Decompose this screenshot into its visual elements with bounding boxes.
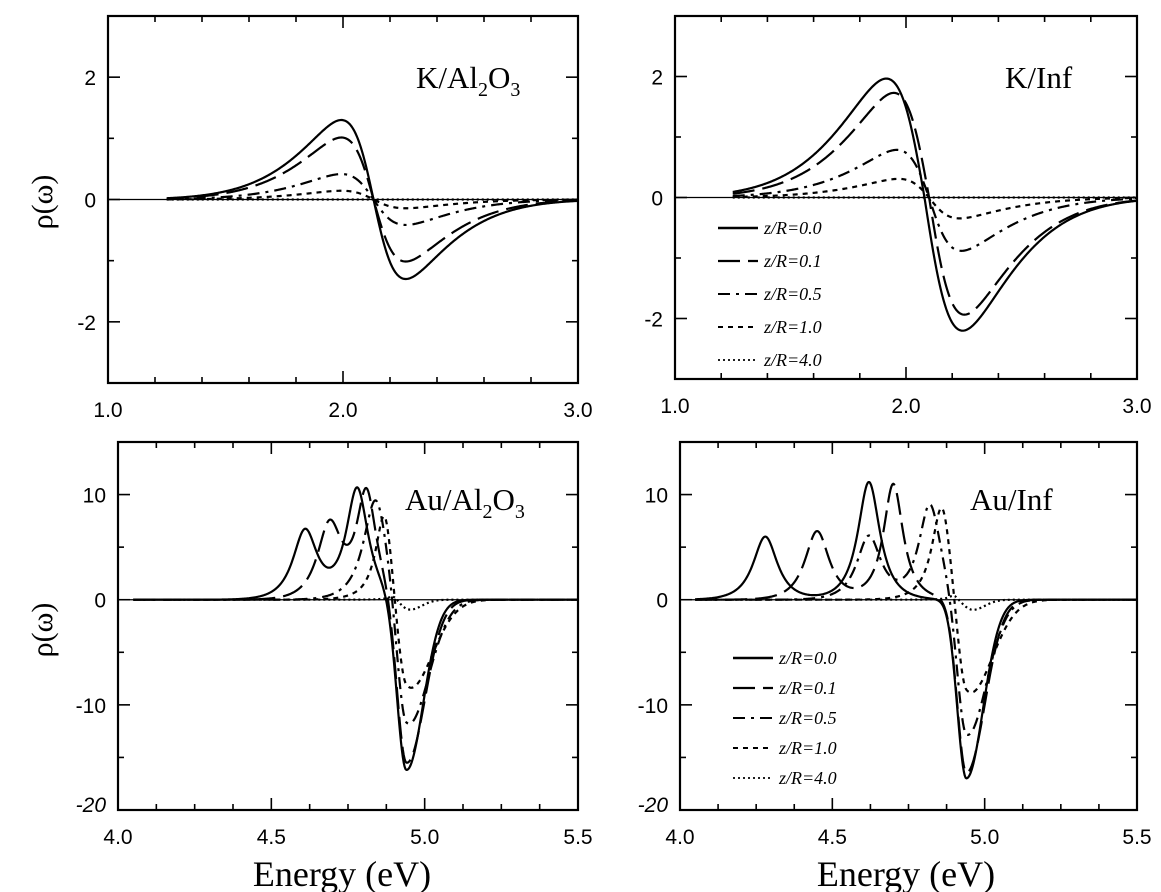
y-tick-label: 0: [94, 590, 106, 613]
panel-title: Au/Inf: [970, 482, 1053, 517]
y-axis-label: ρ(ω): [26, 175, 59, 230]
series-line-z-r-0-1: [166, 136, 579, 263]
x-tick-label: 2.0: [891, 395, 920, 418]
series-line-z-r-0-1: [732, 91, 1138, 316]
series-line-z-r-0-1: [695, 482, 1138, 774]
y-tick-label: 0: [651, 188, 663, 211]
x-tick-label: 1.0: [93, 399, 122, 422]
x-axis-label: Energy (eV): [817, 854, 995, 892]
x-tick-label: 4.0: [665, 826, 694, 849]
series-line-z-r-0-5: [732, 148, 1138, 252]
series-line-z-r-0-1: [133, 486, 579, 764]
panel-title: K/Al2O3: [416, 60, 520, 101]
x-axis-label: Energy (eV): [253, 854, 431, 892]
y-tick-label: 10: [83, 485, 106, 508]
series-line-z-r-1: [732, 177, 1138, 220]
x-tick-label: 5.0: [410, 826, 439, 849]
x-tick-label: 4.5: [818, 826, 847, 849]
x-tick-label: 4.0: [103, 826, 132, 849]
series-group: [118, 486, 579, 771]
y-axis-label: ρ(ω): [26, 603, 59, 658]
legend-label: z/R=0.0: [763, 218, 822, 238]
legend-label: z/R=4.0: [778, 768, 837, 788]
legend-label: z/R=0.0: [778, 648, 837, 668]
y-tick-label: 10: [645, 485, 668, 508]
series-line-z-r-4: [695, 594, 1138, 611]
legend-label: z/R=0.1: [763, 251, 822, 271]
series-group: [675, 77, 1138, 332]
legend-label: z/R=1.0: [778, 738, 837, 758]
y-tick-label: 2: [84, 67, 96, 90]
y-tick-label: 2: [651, 67, 663, 90]
plot-frame: [678, 440, 1139, 812]
x-tick-label: 1.0: [660, 395, 689, 418]
panel-au-al2o3: Au/Al2O3 ρ(ω) Energy (eV) 4.0 4.5 5.0 5.5 10…: [26, 440, 593, 892]
series-line-z-r-0-5: [166, 172, 579, 227]
legend-label: z/R=0.5: [763, 284, 822, 304]
series-line-z-r-0: [133, 486, 579, 771]
y-tick-label: -2: [644, 309, 663, 332]
panel-au-inf: Au/Inf Energy (eV) 4.0 4.5 5.0 5.5 10 0 -10 -20…: [638, 440, 1152, 892]
panel-title: Au/Al2O3: [405, 482, 525, 523]
x-tick-label: 4.5: [257, 826, 286, 849]
axis-ticks: 4.0 4.5 5.0 5.5 10 0 -10 -20: [638, 441, 1152, 849]
axis-ticks: 1.0 2.0 3.0 2 0 -2: [644, 15, 1152, 418]
series-line-z-r-0-5: [133, 499, 579, 725]
x-tick-label: 5.0: [970, 826, 999, 849]
legend: z/R=0.0 z/R=0.1 z/R=0.5 z/R=1.0 z/R=4.0: [733, 648, 837, 788]
x-tick-label: 3.0: [1122, 395, 1151, 418]
x-tick-label: 2.0: [328, 399, 357, 422]
series-group: [108, 118, 579, 281]
y-tick-label: -20: [76, 794, 107, 817]
legend-label: z/R=0.5: [778, 708, 837, 728]
axis-ticks: 1.0 2.0 3.0 2 0 -2: [77, 15, 593, 422]
x-tick-label: 5.5: [1122, 826, 1151, 849]
legend-label: z/R=4.0: [763, 350, 822, 370]
legend-label: z/R=0.1: [778, 678, 837, 698]
x-tick-label: 5.5: [563, 826, 592, 849]
series-group: [680, 480, 1138, 780]
y-tick-label: -2: [77, 312, 96, 335]
y-tick-label: 0: [84, 190, 96, 213]
series-line-z-r-1: [133, 515, 579, 689]
panel-title: K/Inf: [1005, 60, 1073, 95]
y-tick-label: -10: [76, 695, 106, 718]
series-line-z-r-0: [695, 480, 1138, 780]
legend: z/R=0.0 z/R=0.1 z/R=0.5 z/R=1.0 z/R=4.0: [718, 218, 822, 370]
y-tick-label: -20: [638, 794, 669, 817]
x-tick-label: 3.0: [563, 399, 592, 422]
series-line-z-r-0: [732, 77, 1138, 332]
panel-k-al2o3: K/Al2O3 ρ(ω) 1.0 2.0 3.0 2 0 -2: [26, 14, 593, 422]
axis-ticks: 4.0 4.5 5.0 5.5 10 0 -10 -20: [76, 441, 593, 849]
legend-label: z/R=1.0: [763, 317, 822, 337]
panel-k-inf: K/Inf 1.0 2.0 3.020-2 z/R=0.0z/R=0.1z/R=0.…: [644, 14, 1152, 418]
y-tick-label: -10: [638, 695, 668, 718]
y-tick-label: 0: [656, 590, 668, 613]
